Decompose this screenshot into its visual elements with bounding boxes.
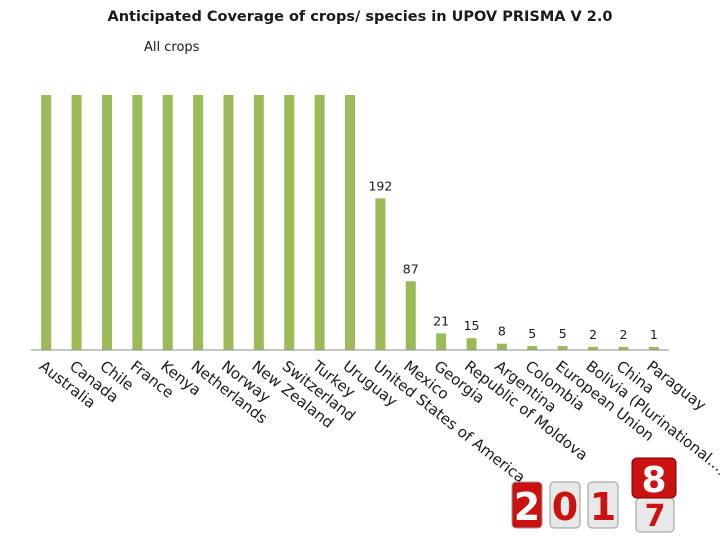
value-label: 2 [589, 327, 597, 342]
value-label: 5 [559, 326, 567, 341]
bar-kenya [162, 95, 173, 350]
year-digit: 7 [645, 499, 666, 534]
year-digit-tile: 1 [587, 481, 619, 529]
bar-australia [41, 95, 52, 350]
bar-georgia [436, 333, 447, 350]
year-digit: 2 [514, 485, 540, 529]
bar-switzerland [284, 95, 295, 350]
value-label: 87 [403, 261, 419, 276]
value-label: 5 [528, 326, 536, 341]
value-label: 1 [650, 327, 658, 342]
bar-republic-of-moldova [466, 338, 477, 350]
bar-mexico [405, 281, 416, 350]
bar-france [132, 95, 143, 350]
bar-paraguay [648, 347, 659, 350]
value-label: 2 [619, 327, 627, 342]
bar-netherlands [193, 95, 204, 350]
bar-uruguay [345, 95, 355, 350]
bar-new-zealand [253, 95, 264, 350]
value-label: 8 [498, 324, 506, 339]
next-year-digit-tile: 8 [631, 457, 677, 501]
year-digit-tile: 0 [549, 481, 581, 529]
bar-china [618, 347, 629, 350]
bar-colombia [527, 346, 538, 350]
bar-argentina [496, 343, 507, 350]
value-label: 21 [433, 313, 449, 328]
value-label: 192 [368, 178, 392, 193]
chart-subtitle: All crops [144, 40, 200, 55]
bar-turkey [314, 95, 325, 350]
bar-european-union [557, 346, 568, 350]
year-digit: 1 [590, 485, 616, 529]
chart-title: Anticipated Coverage of crops/ species i… [107, 9, 613, 25]
bar-bolivia-plurinational- [588, 347, 599, 350]
year-digit: 0 [552, 485, 578, 529]
bar-chile [101, 95, 112, 350]
year-digit-tile: 2 [511, 481, 543, 529]
bar-norway [223, 95, 234, 350]
bar-canada [71, 95, 82, 350]
bar-united-states-of-america [375, 198, 386, 350]
year-2017-to-2018-graphic: 2 0 1 78 [511, 457, 677, 534]
value-label: 15 [464, 318, 480, 333]
year-digit-tile: 7 [635, 497, 675, 534]
next-year-digit: 8 [641, 460, 666, 501]
